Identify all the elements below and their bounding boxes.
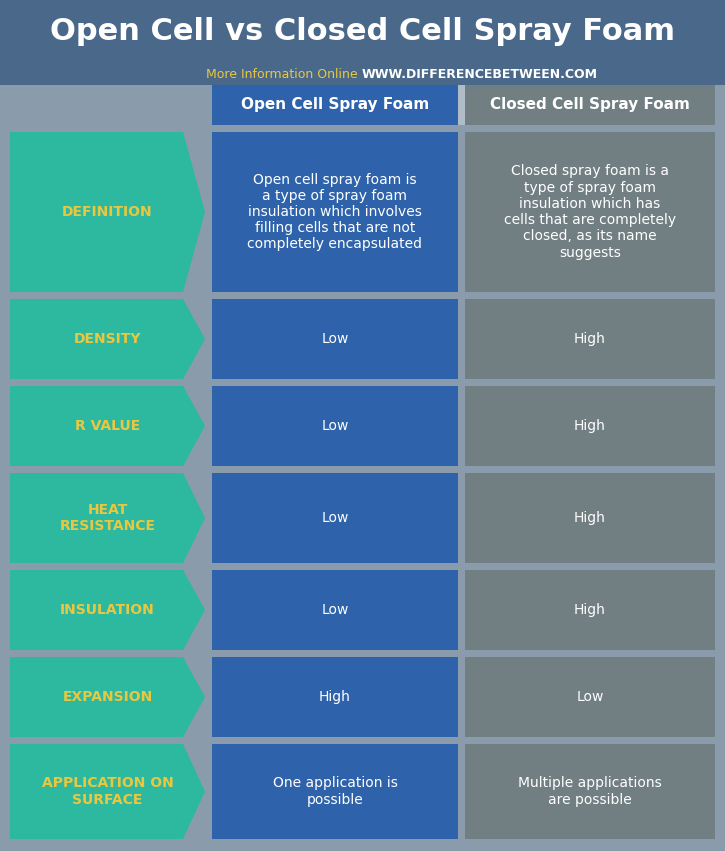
Polygon shape — [10, 657, 205, 737]
Text: Low: Low — [321, 332, 349, 346]
Text: Low: Low — [321, 603, 349, 617]
Bar — [212, 132, 458, 292]
Text: APPLICATION ON
SURFACE: APPLICATION ON SURFACE — [41, 776, 173, 807]
Text: Multiple applications
are possible: Multiple applications are possible — [518, 776, 662, 807]
Text: High: High — [574, 419, 606, 433]
Bar — [212, 570, 458, 650]
Text: INSULATION: INSULATION — [60, 603, 155, 617]
Bar — [465, 744, 715, 839]
Polygon shape — [10, 299, 205, 379]
Bar — [465, 657, 715, 737]
Bar — [212, 85, 715, 125]
Text: High: High — [574, 603, 606, 617]
Bar — [212, 473, 458, 563]
Polygon shape — [10, 473, 205, 563]
Text: Open cell spray foam is
a type of spray foam
insulation which involves
filling c: Open cell spray foam is a type of spray … — [247, 173, 423, 251]
Bar — [465, 473, 715, 563]
Bar — [212, 744, 458, 839]
Text: High: High — [574, 511, 606, 525]
Text: High: High — [319, 690, 351, 704]
Bar — [212, 85, 458, 125]
Bar — [212, 657, 458, 737]
Text: One application is
possible: One application is possible — [273, 776, 397, 807]
Text: Closed spray foam is a
type of spray foam
insulation which has
cells that are co: Closed spray foam is a type of spray foa… — [504, 164, 676, 260]
Text: Open Cell Spray Foam: Open Cell Spray Foam — [241, 98, 429, 112]
Text: EXPANSION: EXPANSION — [62, 690, 153, 704]
Bar — [465, 570, 715, 650]
Text: DENSITY: DENSITY — [74, 332, 141, 346]
Text: DEFINITION: DEFINITION — [62, 205, 153, 219]
Text: High: High — [574, 332, 606, 346]
Polygon shape — [10, 744, 205, 839]
Text: Low: Low — [321, 419, 349, 433]
Polygon shape — [10, 570, 205, 650]
Text: Low: Low — [576, 690, 604, 704]
Bar — [212, 299, 458, 379]
Bar — [465, 299, 715, 379]
Bar — [0, 0, 725, 85]
Bar — [465, 132, 715, 292]
Bar — [465, 386, 715, 466]
Text: Closed Cell Spray Foam: Closed Cell Spray Foam — [490, 98, 690, 112]
Bar — [212, 386, 458, 466]
Text: More Information Online: More Information Online — [207, 67, 358, 81]
Text: Open Cell vs Closed Cell Spray Foam: Open Cell vs Closed Cell Spray Foam — [50, 17, 675, 46]
Bar — [465, 85, 715, 125]
Text: R VALUE: R VALUE — [75, 419, 140, 433]
Text: WWW.DIFFERENCEBETWEEN.COM: WWW.DIFFERENCEBETWEEN.COM — [362, 67, 598, 81]
Text: HEAT
RESISTANCE: HEAT RESISTANCE — [59, 503, 155, 533]
Polygon shape — [10, 132, 205, 292]
Text: Low: Low — [321, 511, 349, 525]
Polygon shape — [10, 386, 205, 466]
